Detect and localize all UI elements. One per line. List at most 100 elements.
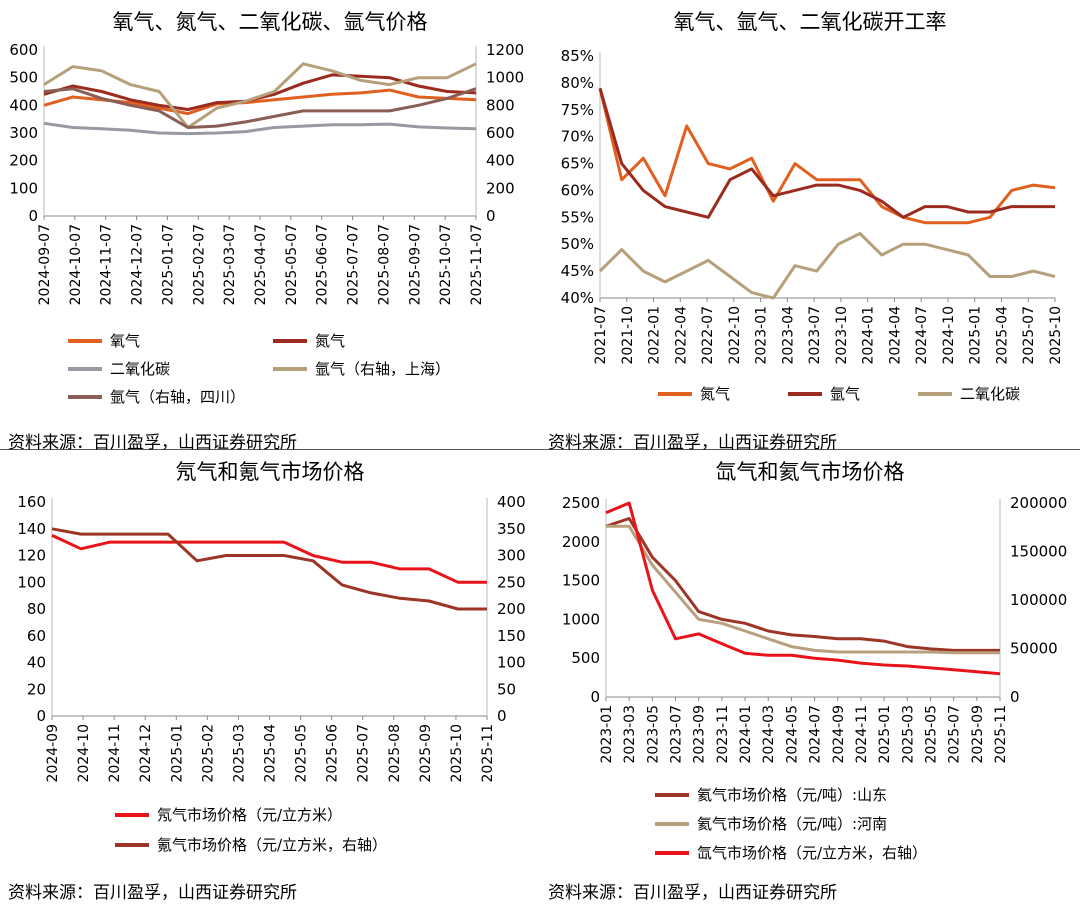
x-tick-label: 2022-07 bbox=[700, 306, 716, 365]
y2-tick-label: 150 bbox=[497, 627, 526, 645]
y2-tick-label: 1000 bbox=[486, 69, 524, 87]
y2-tick-label: 50 bbox=[497, 680, 516, 698]
y-tick-label: 1000 bbox=[562, 610, 600, 628]
legend-label: 氮气 bbox=[700, 385, 731, 403]
y2-tick-label: 800 bbox=[486, 96, 515, 114]
series-line bbox=[598, 232, 1056, 300]
y-tick-label: 1500 bbox=[562, 572, 600, 590]
chart-title: 氙气和氦气市场价格 bbox=[715, 460, 905, 484]
x-tick-label: 2024-09 bbox=[45, 724, 61, 783]
source-note: 资料来源：百川盈孚，山西证券研究所 bbox=[548, 883, 837, 903]
y-tick-label: 0 bbox=[590, 688, 600, 706]
series-line bbox=[598, 87, 1056, 225]
y-tick-label: 55% bbox=[561, 208, 594, 226]
x-tick-label: 2025-04 bbox=[263, 724, 279, 783]
series-line bbox=[51, 527, 487, 611]
legend-item: 氩气（右轴，四川） bbox=[68, 386, 245, 407]
y-tick-label: 2500 bbox=[562, 494, 600, 512]
chart-panel-operating-rate: 氧气、氩气、二氧化碳开工率 40% 45% 50% 55% 60% 65% 70% 75% 80… bbox=[540, 0, 1080, 453]
legend-label: 氙气市场价格（元/立方米，右轴） bbox=[697, 844, 928, 862]
y-tick-label: 600 bbox=[9, 41, 38, 59]
chart-title: 氧气、氩气、二氧化碳开工率 bbox=[673, 10, 947, 34]
y2-tick-label: 100 bbox=[497, 654, 526, 672]
x-tick-label: 2025-09 bbox=[970, 705, 986, 764]
horizontal-divider bbox=[0, 449, 1080, 450]
y2-tick-label: 250 bbox=[497, 573, 526, 591]
y-tick-label: 40 bbox=[27, 654, 46, 672]
x-tick-label: 2025-06 bbox=[325, 724, 341, 783]
chart-legend: 氖气市场价格（元/立方米） 氪气市场价格（元/立方米，右轴） bbox=[115, 804, 535, 864]
y2-tick-label: 350 bbox=[497, 520, 526, 538]
y-tick-label: 70% bbox=[561, 128, 594, 146]
y2-tick-label: 0 bbox=[497, 707, 507, 725]
y2-tick-label: 150000 bbox=[1010, 543, 1067, 561]
legend-label: 氩气（右轴，四川） bbox=[110, 388, 246, 406]
x-tick-label: 2025-09-07 bbox=[407, 224, 423, 305]
legend-swatch bbox=[273, 366, 307, 371]
x-tick-label: 2022-04 bbox=[673, 306, 689, 365]
legend-swatch bbox=[68, 366, 102, 371]
x-tick-label: 2025-08 bbox=[387, 724, 403, 783]
x-tick-label: 2024-10 bbox=[76, 724, 92, 783]
legend-swatch bbox=[918, 391, 952, 396]
legend-item: 氙气市场价格（元/立方米，右轴） bbox=[655, 842, 927, 863]
y-tick-label: 65% bbox=[561, 155, 594, 173]
x-tick-label: 2024-05 bbox=[784, 705, 800, 764]
x-tick-label: 2024-11-07 bbox=[99, 224, 115, 305]
x-tick-label: 2022-01 bbox=[647, 306, 663, 365]
x-tick-label: 2025-05 bbox=[923, 705, 939, 764]
x-tick-label: 2024-01 bbox=[738, 705, 754, 764]
y-tick-label: 80% bbox=[561, 74, 594, 92]
y2-tick-label: 200000 bbox=[1010, 494, 1067, 512]
chart-legend: 氮气 氩气 二氧化碳 bbox=[658, 383, 1078, 407]
x-tick-label: 2025-03 bbox=[231, 724, 247, 783]
x-tick-label: 2025-07-07 bbox=[346, 224, 362, 305]
x-tick-label: 2024-09 bbox=[831, 705, 847, 764]
y-tick-label: 300 bbox=[9, 124, 38, 142]
x-tick-label: 2025-11 bbox=[480, 724, 496, 783]
y-tick-label: 120 bbox=[17, 547, 46, 565]
legend-item: 氮气 bbox=[658, 383, 730, 404]
y-tick-label: 0 bbox=[28, 207, 38, 225]
y-tick-label: 500 bbox=[9, 69, 38, 87]
legend-label: 氧气 bbox=[110, 332, 141, 350]
legend-swatch bbox=[115, 812, 149, 817]
series-line bbox=[605, 517, 1000, 652]
x-tick-label: 2024-09-07 bbox=[37, 224, 53, 305]
x-tick-label: 2025-01-07 bbox=[160, 224, 176, 305]
legend-label: 氪气市场价格（元/立方米，右轴） bbox=[157, 836, 388, 854]
y2-tick-label: 200 bbox=[486, 179, 515, 197]
x-tick-label: 2024-12-07 bbox=[130, 224, 146, 305]
series-line bbox=[51, 534, 487, 584]
legend-swatch bbox=[115, 842, 149, 847]
x-tick-label: 2024-11 bbox=[854, 705, 870, 764]
y2-tick-label: 0 bbox=[1010, 688, 1020, 706]
x-tick-label: 2025-10-07 bbox=[438, 224, 454, 305]
x-tick-label: 2024-03 bbox=[761, 705, 777, 764]
y2-tick-label: 0 bbox=[486, 207, 496, 225]
legend-label: 氮气 bbox=[315, 332, 346, 350]
x-tick-label: 2024-12 bbox=[138, 724, 154, 783]
source-note: 资料来源：百川盈孚，山西证券研究所 bbox=[8, 883, 297, 903]
legend-label: 氦气市场价格（元/吨）:山东 bbox=[697, 786, 888, 804]
y-tick-label: 50% bbox=[561, 235, 594, 253]
x-tick-label: 2025-11 bbox=[993, 705, 1009, 764]
y-tick-label: 140 bbox=[17, 520, 46, 538]
source-note: 资料来源：百川盈孚，山西证券研究所 bbox=[548, 433, 837, 453]
y-tick-label: 60% bbox=[561, 181, 594, 199]
legend-swatch bbox=[658, 391, 692, 396]
x-tick-label: 2025-06-07 bbox=[315, 224, 331, 305]
legend-label: 氦气市场价格（元/吨）:河南 bbox=[697, 815, 888, 833]
y-tick-label: 2000 bbox=[562, 533, 600, 551]
x-tick-label: 2023-01 bbox=[599, 705, 615, 764]
legend-item: 氧气 bbox=[68, 330, 140, 351]
x-tick-label: 2024-07 bbox=[914, 306, 930, 365]
series-line bbox=[606, 524, 1000, 655]
x-tick-label: 2025-05-07 bbox=[284, 224, 300, 305]
x-tick-label: 2025-08-07 bbox=[376, 224, 392, 305]
legend-swatch bbox=[68, 338, 102, 343]
legend-label: 氩气（右轴，上海） bbox=[315, 360, 451, 378]
y-tick-label: 200 bbox=[9, 152, 38, 170]
legend-swatch bbox=[655, 850, 689, 855]
y-tick-label: 85% bbox=[561, 47, 594, 65]
